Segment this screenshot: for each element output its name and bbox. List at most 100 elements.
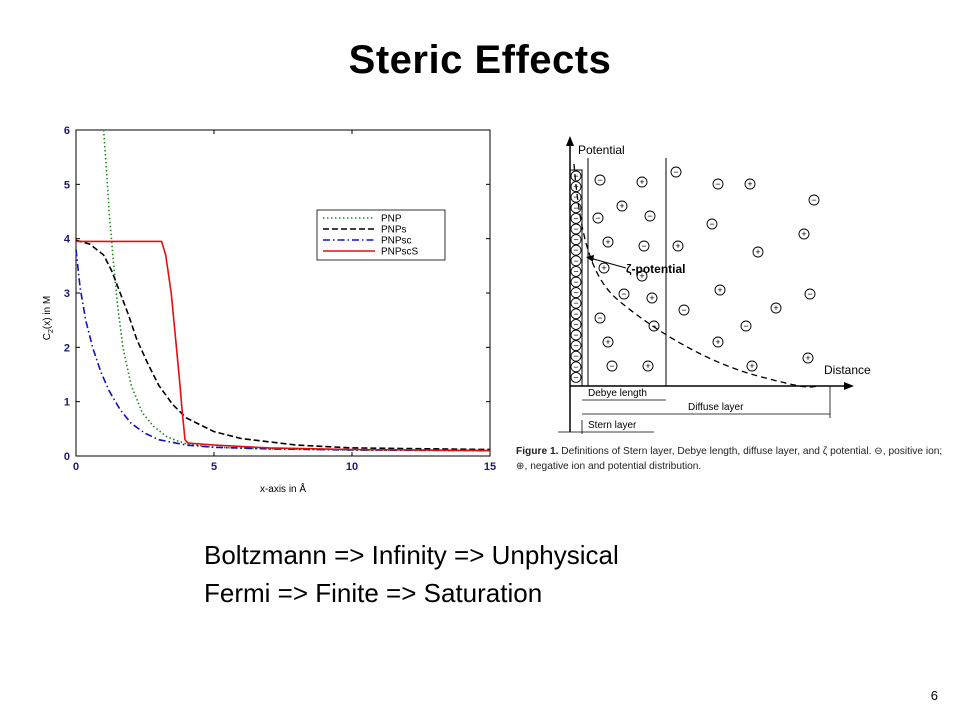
minus-sign: − (573, 203, 578, 213)
ion-ring (598, 262, 610, 274)
minus-sign: − (573, 330, 578, 340)
negative-ion: − (804, 288, 816, 300)
ion-ring (752, 246, 764, 258)
zeta-pointer-arrow (586, 255, 594, 262)
stern-layer-label: Stern layer (588, 420, 637, 431)
surface-negative-ion: − (570, 234, 582, 246)
zeta-pointer (589, 257, 627, 269)
minus-sign: − (573, 277, 578, 287)
minus-sign: − (715, 179, 720, 189)
plus-sign: + (639, 271, 644, 281)
ion-ring (602, 336, 614, 348)
surface-negative-ion: − (570, 308, 582, 320)
zeta-label: ζ-potential (626, 262, 686, 276)
minus-sign: − (573, 298, 578, 308)
x-tick-label: 15 (484, 461, 496, 473)
ion-ring (570, 308, 582, 320)
series-line-pnps (75, 239, 491, 451)
ion-ring (570, 234, 582, 246)
minus-sign: − (681, 305, 686, 315)
ion-ring (602, 236, 614, 248)
minus-sign: − (573, 235, 578, 245)
minus-sign: − (573, 224, 578, 234)
positive-ion: + (712, 336, 724, 348)
y-tick-label: 3 (64, 288, 70, 300)
summary-line-boltzmann: Boltzmann => Infinity => Unphysical (204, 540, 619, 570)
ion-ring (592, 212, 604, 224)
negative-ion: − (706, 218, 718, 230)
y-tick-label: 2 (64, 342, 70, 354)
ion-ring (570, 371, 582, 383)
potential-axis-arrow (566, 136, 574, 146)
ion-ring (570, 191, 582, 203)
ion-ring (678, 304, 690, 316)
y-ticks: 0 1 2 3 4 5 6 (64, 125, 490, 463)
ion-ring (594, 174, 606, 186)
ion-ring (672, 240, 684, 252)
negative-ion: − (808, 194, 820, 206)
positive-ion: + (746, 360, 758, 372)
minus-sign: − (673, 167, 678, 177)
surface-negative-ion: − (570, 255, 582, 267)
surface-charge-column (569, 169, 583, 387)
ion-ring (744, 178, 756, 190)
plus-sign: + (605, 237, 610, 247)
minus-sign: − (807, 289, 812, 299)
series-line-pnpscs (76, 240, 491, 452)
surface-negative-ion: − (570, 223, 582, 235)
series-layer (75, 129, 491, 452)
surface-negative-ion: − (570, 340, 582, 352)
ion-ring (570, 255, 582, 267)
positive-ion: + (714, 284, 726, 296)
minus-sign: − (573, 372, 578, 382)
positive-ion: + (636, 176, 648, 188)
minus-sign: − (811, 195, 816, 205)
distance-axis-arrow (844, 382, 854, 390)
plus-sign: + (639, 177, 644, 187)
surface-negative-ion: − (570, 318, 582, 330)
ion-ring (638, 240, 650, 252)
legend-label: PNP (381, 214, 402, 225)
debye-length-label: Debye length (588, 388, 647, 399)
plus-sign: + (619, 201, 624, 211)
positive-ion: + (636, 270, 648, 282)
ion-ring (712, 336, 724, 348)
ions: − + − + − − + − + + + − + − − + − − + − + − − + + + − + + − + + (592, 166, 820, 372)
positive-ion: + (770, 302, 782, 314)
ion-ring (670, 166, 682, 178)
ion-ring (570, 329, 582, 341)
ion-ring (616, 200, 628, 212)
surface-negative-ion: − (570, 191, 582, 203)
positive-ion: + (798, 228, 810, 240)
surface-negative-ion: − (570, 170, 582, 182)
potential-label: Potential (578, 143, 625, 157)
ion-ring (746, 360, 758, 372)
ion-ring (570, 340, 582, 352)
y-tick-label: 4 (64, 234, 71, 246)
ion-ring (570, 361, 582, 373)
plus-sign: + (605, 337, 610, 347)
ion-ring (570, 297, 582, 309)
plus-sign: + (645, 361, 650, 371)
surface-negative-ion: − (570, 361, 582, 373)
negative-ion: − (712, 178, 724, 190)
ion-ring (606, 360, 618, 372)
surface-negative-ion: − (570, 297, 582, 309)
ion-ring (618, 288, 630, 300)
x-tick-label: 10 (346, 461, 358, 473)
plus-sign: + (801, 229, 806, 239)
surface-negative-ion: − (570, 350, 582, 362)
legend-label: PNPscS (381, 247, 419, 258)
ion-ring (714, 284, 726, 296)
minus-sign: − (573, 309, 578, 319)
negative-ion: − (594, 312, 606, 324)
minus-sign: − (743, 321, 748, 331)
ion-ring (570, 170, 582, 182)
ion-ring (798, 228, 810, 240)
plus-sign: + (675, 241, 680, 251)
positive-ion: + (802, 352, 814, 364)
minus-sign: − (573, 319, 578, 329)
ion-ring (570, 350, 582, 362)
stern-layer-figure: −−−−−−−−−−−−−−−−−−−− − +−+− −+ − +++− +−−+−− +… (558, 136, 871, 434)
